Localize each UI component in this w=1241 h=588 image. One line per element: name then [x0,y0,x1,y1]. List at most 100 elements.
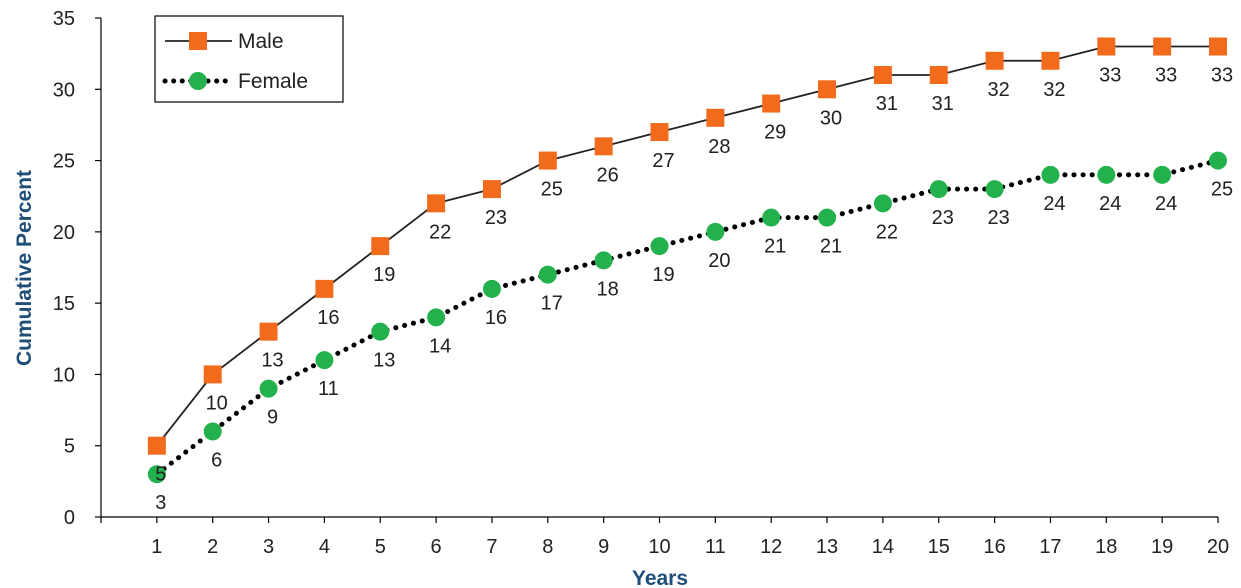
x-tick-label: 17 [1039,536,1061,558]
y-axis-ticks: 0 5 10 15 20 25 30 35 [53,8,101,529]
x-tick-label: 16 [983,536,1005,558]
series-male-line [156,45,1218,447]
legend-swatch-female-marker [189,72,207,90]
data-point-male [706,108,725,127]
data-point-female [203,422,222,441]
data-label-male: 31 [876,93,898,115]
x-tick-label: 3 [263,536,274,558]
data-label-female: 9 [267,407,278,429]
y-tick-label: 30 [53,79,75,101]
data-label-female: 3 [155,492,166,514]
data-point-female [482,279,501,298]
data-label-female: 22 [876,221,898,243]
data-point-female [1153,165,1172,184]
y-axis-title: Cumulative Percent [13,170,36,366]
data-point-female [873,194,892,213]
data-label-female: 13 [373,350,395,372]
x-axis-title: Years [632,567,688,588]
data-point-male [427,194,446,213]
data-label-male: 28 [708,136,730,158]
data-point-male [650,123,669,142]
data-label-male: 16 [317,307,339,329]
data-label-male: 25 [541,179,563,201]
series-layer [147,37,1227,484]
x-tick-label: 14 [872,536,894,558]
data-label-male: 10 [206,392,228,414]
y-tick-label: 0 [64,507,75,529]
y-tick-label: 20 [53,222,75,244]
y-tick-label: 35 [53,8,75,30]
data-label-male: 26 [597,164,619,186]
x-tick-label: 19 [1151,536,1173,558]
x-axis-ticks: 1 2 3 4 5 6 7 8 9 10 11 12 13 14 15 16 17 18 19 20 [100,517,1229,558]
data-label-male: 32 [1043,79,1065,101]
data-point-male [259,322,278,341]
data-label-male: 31 [932,93,954,115]
legend-label-male: Male [238,30,284,53]
data-point-male [594,137,613,156]
data-label-male: 33 [1211,65,1233,87]
data-point-female [985,180,1004,199]
data-point-male [762,94,781,113]
x-tick-label: 8 [542,536,553,558]
data-point-female [538,265,557,284]
x-tick-label: 20 [1207,536,1229,558]
series-female [147,151,1227,484]
data-point-male [203,365,222,384]
data-point-male [873,66,892,85]
data-label-male: 27 [652,150,674,172]
data-point-female [1097,165,1116,184]
data-label-female: 23 [932,207,954,229]
data-point-female [762,208,781,227]
data-point-male [1097,37,1116,56]
data-label-male: 13 [261,350,283,372]
data-label-female: 24 [1099,193,1121,215]
data-point-male [482,180,501,199]
data-label-male: 33 [1099,65,1121,87]
series-male [147,37,1227,455]
data-point-male [1041,51,1060,70]
data-point-female [929,180,948,199]
data-point-female [315,351,334,370]
data-label-male: 22 [429,221,451,243]
data-label-female: 19 [652,264,674,286]
y-tick-label: 10 [53,364,75,386]
x-tick-label: 4 [319,536,330,558]
x-tick-label: 1 [151,536,162,558]
data-label-male: 33 [1155,65,1177,87]
legend-swatch-male-marker [189,32,207,50]
data-label-female: 17 [541,293,563,315]
data-label-female: 11 [318,378,339,400]
data-label-female: 6 [211,449,222,471]
x-tick-label: 11 [705,536,726,558]
data-label-female: 18 [597,278,619,300]
data-point-female [1041,165,1060,184]
data-point-female [650,237,669,256]
data-label-female: 23 [987,207,1009,229]
x-tick-label: 18 [1095,536,1117,558]
data-point-female [147,465,166,484]
data-label-female: 14 [429,335,451,357]
data-point-male [315,279,334,298]
x-tick-label: 15 [928,536,950,558]
data-point-male [818,80,837,99]
x-tick-label: 10 [648,536,670,558]
x-tick-label: 13 [816,536,838,558]
data-point-male [371,237,390,256]
data-point-female [818,208,837,227]
data-point-male [985,51,1004,70]
y-tick-label: 5 [64,436,75,458]
x-tick-label: 12 [760,536,782,558]
data-label-female: 24 [1043,193,1065,215]
y-tick-label: 25 [53,151,75,173]
data-point-female [427,308,446,327]
x-tick-label: 6 [431,536,442,558]
data-label-female: 16 [485,307,507,329]
data-label-male: 29 [764,122,786,144]
x-tick-label: 2 [207,536,218,558]
legend-item-male: Male [165,30,284,53]
x-tick-label: 7 [486,536,497,558]
y-tick-label: 15 [53,293,75,315]
legend-box [154,15,344,103]
data-point-female [706,222,725,241]
